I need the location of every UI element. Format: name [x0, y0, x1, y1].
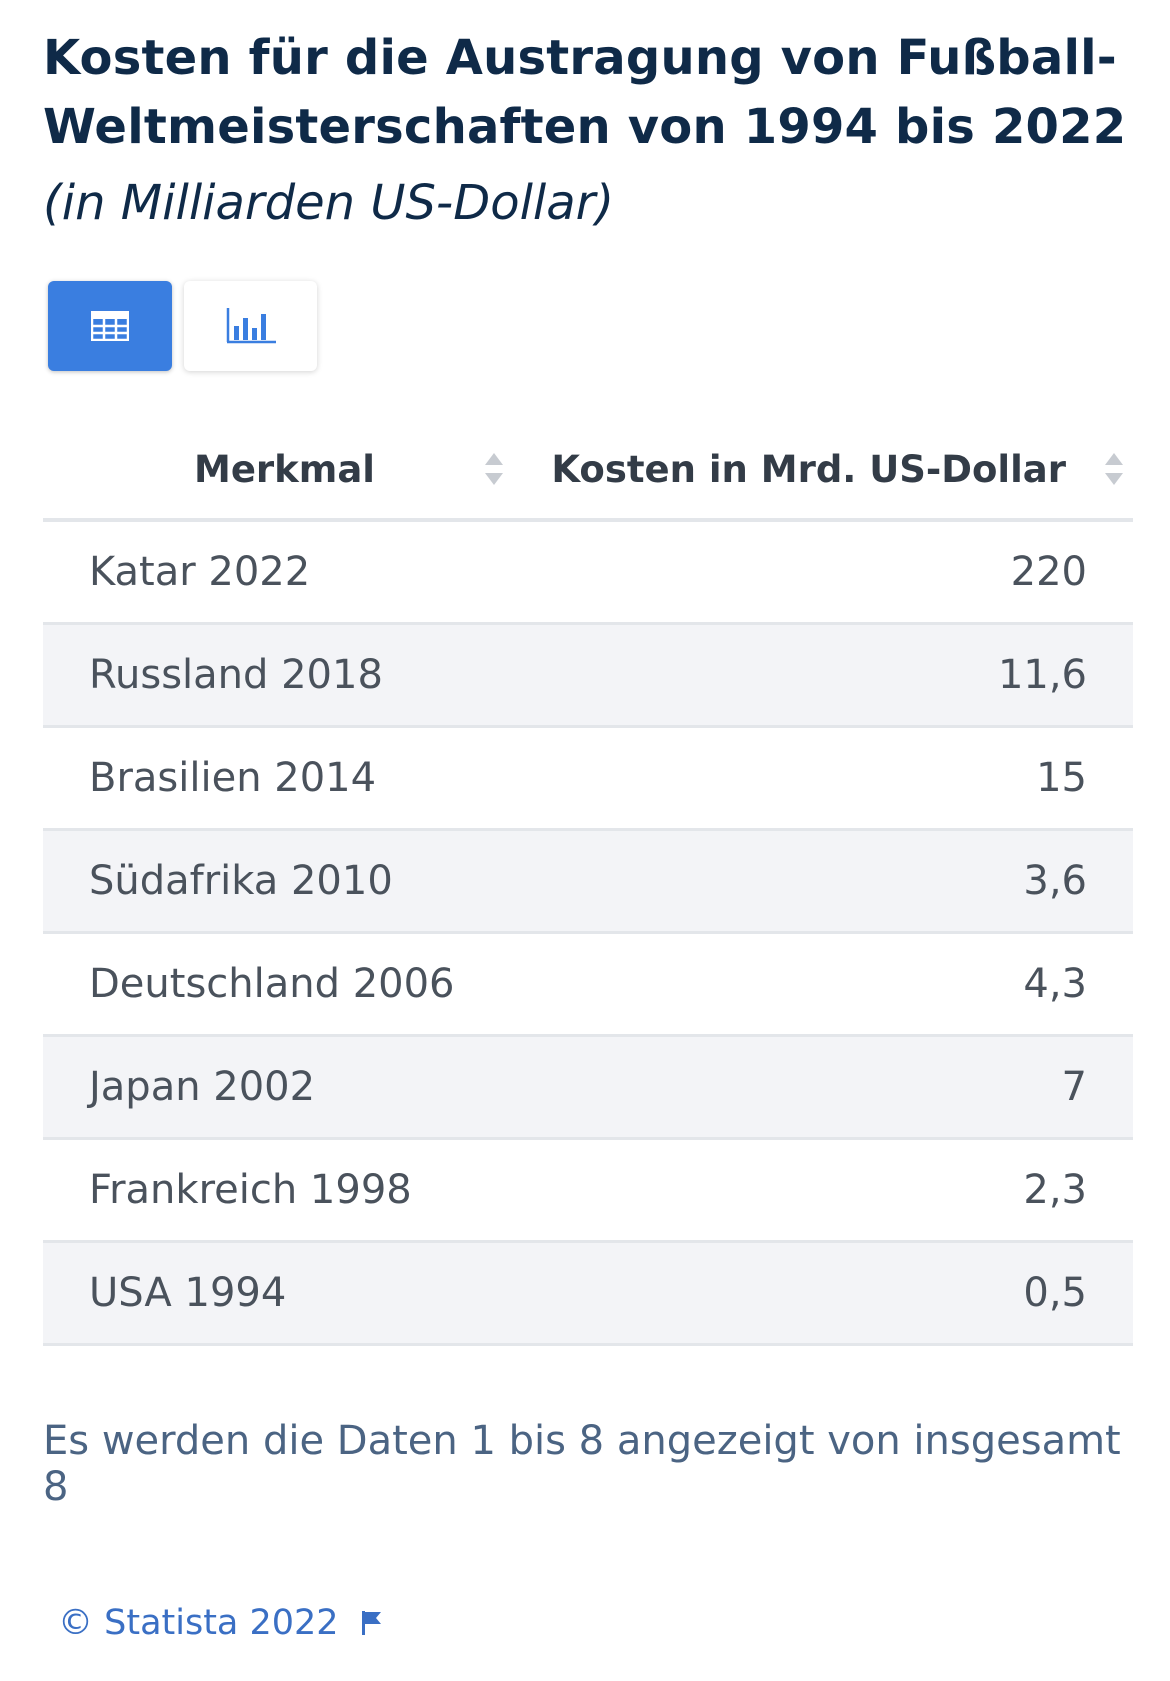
- row-value: 7: [1061, 1064, 1087, 1110]
- table-view-button[interactable]: [48, 281, 172, 371]
- row-label: USA 1994: [89, 1270, 287, 1316]
- table-body: Katar 2022 220 Russland 2018 11,6 Brasil…: [43, 522, 1133, 1346]
- table-row: Frankreich 1998 2,3: [43, 1140, 1133, 1243]
- sort-icon[interactable]: [483, 451, 505, 487]
- column-header-kosten[interactable]: Kosten in Mrd. US-Dollar: [513, 420, 1133, 518]
- table-row: Deutschland 2006 4,3: [43, 934, 1133, 1037]
- table-row: Brasilien 2014 15: [43, 728, 1133, 831]
- content: Kosten für die Austragung von Fußball-We…: [43, 0, 1133, 1643]
- table-row: Russland 2018 11,6: [43, 625, 1133, 728]
- table-grid-icon: [91, 311, 129, 341]
- table-row: Japan 2002 7: [43, 1037, 1133, 1140]
- row-label: Japan 2002: [89, 1064, 316, 1110]
- flag-icon[interactable]: [361, 1610, 383, 1636]
- row-label: Deutschland 2006: [89, 961, 455, 1007]
- bar-chart-icon: [226, 308, 276, 344]
- column-header-label: Kosten in Mrd. US-Dollar: [551, 447, 1066, 491]
- column-header-merkmal[interactable]: Merkmal: [43, 420, 513, 518]
- copyright-link[interactable]: © Statista 2022: [58, 1603, 339, 1643]
- row-value: 3,6: [1023, 858, 1087, 904]
- row-label: Russland 2018: [89, 652, 383, 698]
- page-title: Kosten für die Austragung von Fußball-We…: [43, 30, 1127, 155]
- row-label: Frankreich 1998: [89, 1167, 412, 1213]
- table-row: Südafrika 2010 3,6: [43, 831, 1133, 934]
- row-value: 0,5: [1023, 1270, 1087, 1316]
- row-label: Brasilien 2014: [89, 755, 377, 801]
- column-header-label: Merkmal: [194, 447, 375, 491]
- table-info-text: Es werden die Daten 1 bis 8 angezeigt vo…: [43, 1418, 1121, 1510]
- data-table: Merkmal Kosten in Mrd. US-Dollar Katar 2…: [43, 420, 1133, 1346]
- row-label: Südafrika 2010: [89, 858, 393, 904]
- sort-icon[interactable]: [1103, 451, 1125, 487]
- chart-view-button[interactable]: [184, 281, 317, 371]
- footer: © Statista 2022: [58, 1603, 383, 1643]
- page-subtitle: (in Milliarden US-Dollar): [43, 175, 615, 231]
- table-header: Merkmal Kosten in Mrd. US-Dollar: [43, 420, 1133, 522]
- view-toggle: [48, 281, 317, 371]
- row-value: 15: [1036, 755, 1087, 801]
- row-value: 2,3: [1023, 1167, 1087, 1213]
- table-row: Katar 2022 220: [43, 522, 1133, 625]
- row-label: Katar 2022: [89, 549, 311, 595]
- table-row: USA 1994 0,5: [43, 1243, 1133, 1346]
- row-value: 220: [1010, 549, 1087, 595]
- row-value: 4,3: [1023, 961, 1087, 1007]
- row-value: 11,6: [997, 652, 1087, 698]
